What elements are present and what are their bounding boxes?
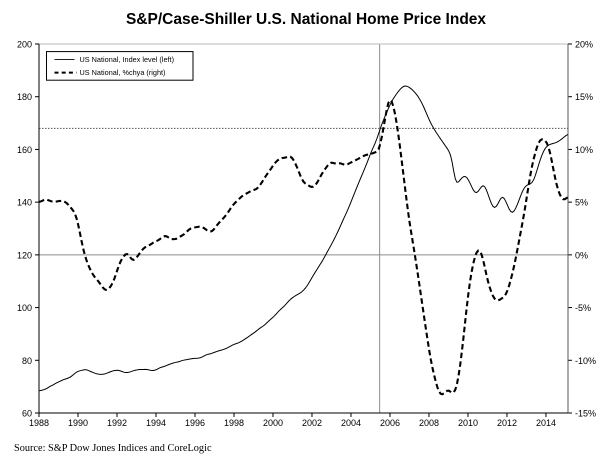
svg-text:5%: 5% [575, 198, 588, 208]
svg-text:20%: 20% [575, 40, 593, 50]
svg-text:-10%: -10% [575, 356, 596, 366]
svg-text:-15%: -15% [575, 409, 596, 419]
svg-text:1996: 1996 [185, 418, 205, 428]
svg-text:1988: 1988 [29, 418, 49, 428]
svg-text:2000: 2000 [263, 418, 283, 428]
svg-text:120: 120 [17, 250, 32, 260]
svg-text:1990: 1990 [68, 418, 88, 428]
svg-text:200: 200 [17, 40, 32, 50]
svg-text:160: 160 [17, 145, 32, 155]
svg-text:60: 60 [22, 409, 32, 419]
svg-text:US National, %chya (right): US National, %chya (right) [80, 68, 166, 77]
svg-text:140: 140 [17, 198, 32, 208]
svg-text:1994: 1994 [146, 418, 166, 428]
svg-text:US National, Index level (left: US National, Index level (left) [80, 55, 175, 64]
svg-text:10%: 10% [575, 145, 593, 155]
svg-text:80: 80 [22, 356, 32, 366]
svg-text:-5%: -5% [575, 303, 591, 313]
svg-text:2010: 2010 [458, 418, 478, 428]
svg-text:2014: 2014 [536, 418, 556, 428]
svg-text:100: 100 [17, 303, 32, 313]
svg-text:2004: 2004 [341, 418, 361, 428]
svg-text:1992: 1992 [107, 418, 127, 428]
svg-text:0%: 0% [575, 250, 588, 260]
svg-text:180: 180 [17, 92, 32, 102]
svg-text:2008: 2008 [419, 418, 439, 428]
svg-text:2002: 2002 [302, 418, 322, 428]
svg-text:2006: 2006 [380, 418, 400, 428]
svg-text:15%: 15% [575, 92, 593, 102]
svg-text:1998: 1998 [224, 418, 244, 428]
svg-text:2012: 2012 [497, 418, 517, 428]
